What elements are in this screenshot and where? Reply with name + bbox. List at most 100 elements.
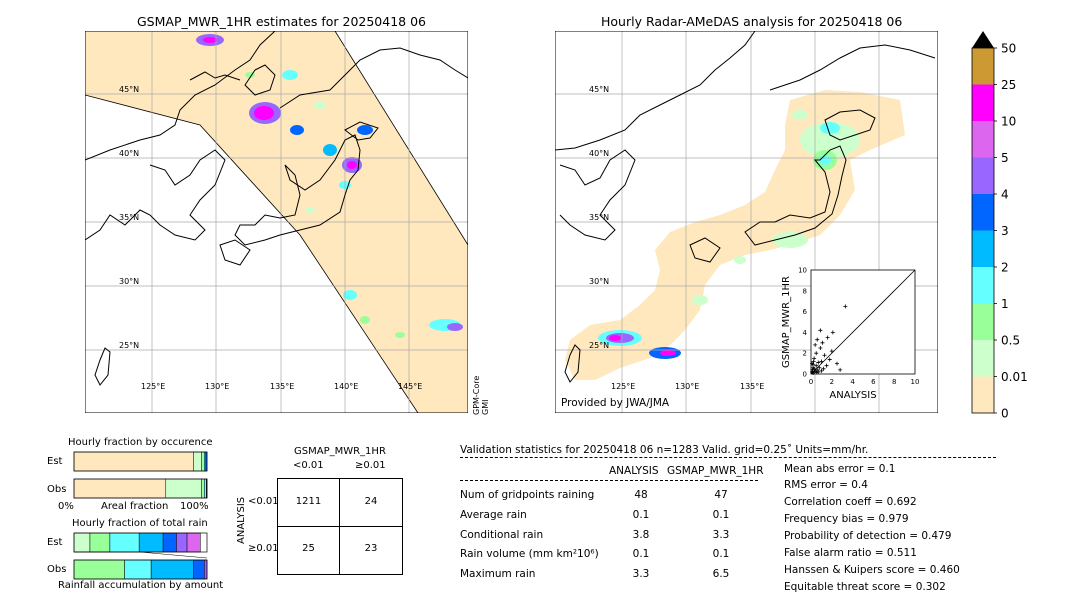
scatter-point xyxy=(814,351,819,356)
scatter-point xyxy=(814,363,819,368)
left-lat-45: 45°N xyxy=(119,85,140,94)
row-g-2: 0.1 xyxy=(712,509,730,521)
row-label-1: Num of gridpoints raining xyxy=(460,489,595,501)
row-label-5: Maximum rain xyxy=(460,568,536,580)
totalrain-x-label: Rainfall accumulation by amount xyxy=(58,580,224,591)
colorbar-label: 50 xyxy=(1001,42,1016,56)
colorbar-swatch xyxy=(972,303,994,340)
scatter-ytick: 4 xyxy=(803,329,808,337)
row-a-1: 48 xyxy=(634,489,648,501)
scatter-point xyxy=(813,342,818,347)
scatter-ylabel: GSMAP_MWR_1HR xyxy=(781,276,792,368)
colorbar-label: 5 xyxy=(1001,151,1009,165)
scatter-xtick: 6 xyxy=(871,378,876,386)
totalrain-title: Hourly fraction of total rain xyxy=(72,518,208,529)
right-lon-125: 125°E xyxy=(611,382,636,391)
occurrence-x-max: 100% xyxy=(180,501,209,512)
scatter-point xyxy=(843,304,848,309)
left-lat-40: 40°N xyxy=(119,149,140,158)
row-a-3: 3.8 xyxy=(632,529,650,541)
scatter-point xyxy=(821,366,826,371)
row-g-3: 3.3 xyxy=(712,529,730,541)
scatter-diagonal xyxy=(810,269,916,375)
totalrain-segment xyxy=(193,559,205,580)
right-lat-25: 25°N xyxy=(589,341,610,350)
scatter-point xyxy=(819,368,824,373)
row-label-3: Conditional rain xyxy=(460,529,544,541)
row-a-2: 0.1 xyxy=(632,509,650,521)
colorbar-label: 25 xyxy=(1001,78,1016,92)
scatter-xtick: 2 xyxy=(830,378,834,386)
totalrain-segment xyxy=(109,532,140,553)
totalrain-segment xyxy=(186,532,201,553)
scatter-point xyxy=(811,359,816,364)
cell-fn: 25 xyxy=(302,543,315,554)
colorbar-label: 1 xyxy=(1001,297,1009,311)
right-lat-30: 30°N xyxy=(589,277,610,286)
totalrain-bar-frame xyxy=(73,559,208,580)
contingency-row-label: ANALYSIS xyxy=(236,496,247,544)
scatter-point xyxy=(820,340,825,345)
left-lat-25: 25°N xyxy=(119,341,140,350)
scatter-point xyxy=(810,367,815,372)
left-coastlines xyxy=(85,31,468,386)
colorbar-extend-arrow xyxy=(972,31,994,48)
scatter-ytick: 10 xyxy=(798,267,807,275)
row-a-5: 3.3 xyxy=(632,568,650,580)
right-lat-35: 35°N xyxy=(589,213,610,222)
cell-tn: 1211 xyxy=(295,496,322,507)
colorbar-label: 3 xyxy=(1001,224,1009,238)
fraction-bars xyxy=(73,451,208,580)
left-lat-30: 30°N xyxy=(119,277,140,286)
scatter-xtick: 0 xyxy=(809,378,813,386)
occurrence-segment xyxy=(201,451,205,472)
score-8: Equitable threat score = 0.302 xyxy=(784,581,946,593)
score-4: Frequency bias = 0.979 xyxy=(784,513,909,525)
scatter-xlabel: ANALYSIS xyxy=(829,390,876,401)
scatter-point xyxy=(812,356,817,361)
colorbar-swatch xyxy=(972,157,994,194)
scatter-point xyxy=(810,361,815,366)
scatter-point xyxy=(818,328,823,333)
right-coastlines xyxy=(555,31,936,383)
contingency-col-ge: ≥0.01 xyxy=(355,460,386,471)
scatter-point xyxy=(830,330,835,335)
sensor-label: GPM-Core GMI xyxy=(472,375,490,415)
occurrence-obs-label: Obs xyxy=(47,484,67,495)
scatter-point xyxy=(822,353,827,358)
row-label-2: Average rain xyxy=(460,509,527,521)
colorbar-swatch xyxy=(972,84,994,121)
scatter-ytick: 2 xyxy=(803,350,807,358)
occurrence-x-min: 0% xyxy=(58,501,74,512)
colorbar-swatch xyxy=(972,194,994,231)
right-lon-135: 135°E xyxy=(740,382,765,391)
left-lat-35: 35°N xyxy=(119,213,140,222)
totalrain-segment xyxy=(176,532,188,553)
totalrain-segment xyxy=(138,532,164,553)
left-lon-140: 140°E xyxy=(334,382,359,391)
col-gsmap: GSMAP_MWR_1HR xyxy=(667,465,764,477)
left-lon-145: 145°E xyxy=(398,382,423,391)
scatter-point xyxy=(818,346,823,350)
colorbar-label: 10 xyxy=(1001,115,1016,129)
colorbar-label: 4 xyxy=(1001,188,1009,202)
colorbar-swatch xyxy=(972,267,994,304)
row-a-4: 0.1 xyxy=(632,548,650,560)
cell-tp: 23 xyxy=(364,543,378,554)
occurrence-segment xyxy=(204,478,207,499)
scatter-point xyxy=(838,367,843,372)
row-g-5: 6.5 xyxy=(712,568,730,580)
totalrain-segment xyxy=(204,559,208,580)
row-label-4: Rain volume (mm km²10⁶) xyxy=(460,548,599,560)
score-5: Probability of detection = 0.479 xyxy=(784,530,952,542)
validation-divider-2 xyxy=(460,480,758,481)
colorbar-swatch xyxy=(972,340,994,377)
occurrence-x-label: Areal fraction xyxy=(101,501,169,512)
row-g-1: 47 xyxy=(714,489,728,501)
occurrence-segment xyxy=(201,478,205,499)
colorbar-label: 2 xyxy=(1001,261,1009,275)
occurrence-segment xyxy=(165,478,202,499)
left-lon-130: 130°E xyxy=(205,382,230,391)
totalrain-segment xyxy=(124,559,152,580)
totalrain-segment xyxy=(150,559,194,580)
